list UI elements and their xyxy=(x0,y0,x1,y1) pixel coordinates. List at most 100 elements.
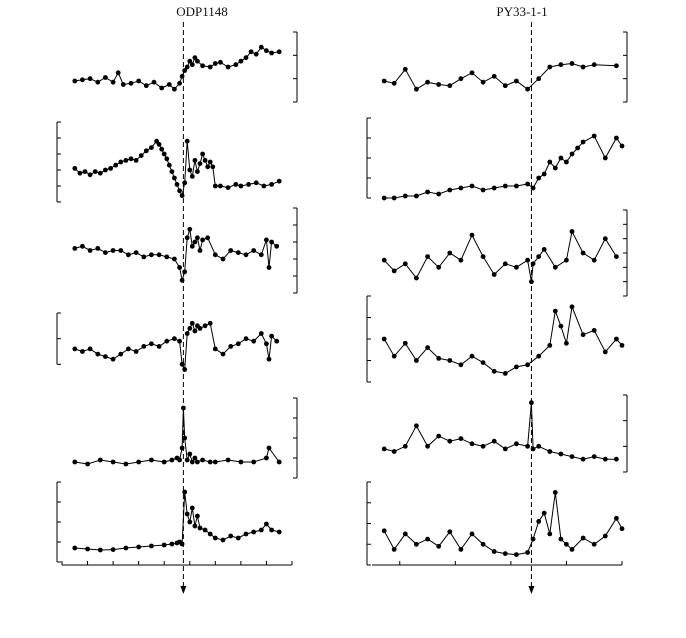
data-point xyxy=(182,435,188,441)
data-point xyxy=(502,183,508,189)
data-point xyxy=(447,187,453,193)
data-point xyxy=(181,405,186,411)
data-point xyxy=(149,543,154,549)
data-point xyxy=(128,80,134,86)
data-point xyxy=(103,75,108,80)
data-point xyxy=(200,457,206,463)
chart-py33-1-1: PY33-1-1 xyxy=(366,4,628,594)
data-point xyxy=(614,254,619,259)
data-point xyxy=(95,246,101,251)
data-point xyxy=(225,185,231,191)
data-point xyxy=(189,505,195,511)
data-point xyxy=(136,78,142,84)
data-point xyxy=(192,328,198,334)
data-point xyxy=(425,345,430,350)
data-point xyxy=(189,320,195,326)
data-point xyxy=(192,158,198,163)
data-point xyxy=(120,82,126,87)
data-point xyxy=(195,58,200,64)
data-point xyxy=(184,138,190,144)
data-point xyxy=(502,371,508,376)
data-point xyxy=(619,343,625,348)
data-point xyxy=(258,44,264,50)
data-point xyxy=(177,80,183,86)
data-point xyxy=(469,183,475,189)
data-point xyxy=(172,175,177,181)
data-point xyxy=(436,356,442,361)
data-point xyxy=(391,449,397,454)
data-point xyxy=(529,279,534,285)
data-point xyxy=(251,338,257,344)
data-point xyxy=(195,459,200,465)
data-point xyxy=(177,188,183,194)
data-point xyxy=(436,264,442,270)
data-point xyxy=(195,513,200,519)
data-point xyxy=(536,353,542,359)
data-point xyxy=(133,250,139,256)
data-point xyxy=(552,165,558,171)
data-point xyxy=(103,250,108,256)
series-line xyxy=(74,46,280,90)
data-point xyxy=(169,457,175,463)
data-point xyxy=(480,187,486,193)
data-point xyxy=(85,461,90,467)
data-point xyxy=(436,82,442,87)
data-point xyxy=(602,456,608,462)
series-line xyxy=(383,492,623,556)
data-point xyxy=(161,151,167,157)
data-point xyxy=(200,63,206,69)
data-point xyxy=(564,340,569,346)
data-point xyxy=(87,346,93,352)
boundary-arrow xyxy=(180,586,187,594)
data-point xyxy=(269,527,274,533)
chart-title: PY33-1-1 xyxy=(496,4,547,19)
data-point xyxy=(243,252,249,258)
data-point xyxy=(251,459,257,465)
data-point xyxy=(269,182,274,187)
data-point xyxy=(197,326,203,331)
data-point xyxy=(103,167,108,173)
data-point xyxy=(187,326,193,331)
data-point xyxy=(558,451,564,457)
data-point xyxy=(97,457,103,463)
data-point xyxy=(177,457,183,463)
data-point xyxy=(425,536,430,542)
data-point xyxy=(480,443,486,449)
data-point xyxy=(469,232,475,238)
data-point xyxy=(536,254,542,259)
data-point xyxy=(85,546,90,552)
data-point xyxy=(72,246,78,251)
data-point xyxy=(172,86,177,92)
data-point xyxy=(149,145,154,151)
data-point xyxy=(381,446,387,452)
data-point xyxy=(619,143,625,149)
data-point xyxy=(80,349,85,354)
data-point xyxy=(391,353,397,359)
data-point xyxy=(614,135,619,141)
data-point xyxy=(258,331,264,336)
data-point xyxy=(458,436,464,441)
data-point xyxy=(480,360,486,365)
data-point xyxy=(182,489,188,495)
data-point xyxy=(614,63,619,69)
data-point xyxy=(87,172,93,178)
data-point xyxy=(514,264,519,270)
data-point xyxy=(174,182,180,187)
data-point xyxy=(179,361,185,367)
data-point xyxy=(123,158,129,163)
data-point xyxy=(80,77,85,83)
data-point xyxy=(425,254,430,259)
data-point xyxy=(197,525,203,531)
data-point xyxy=(591,133,597,139)
data-point xyxy=(125,252,131,258)
data-point xyxy=(218,59,223,65)
data-point xyxy=(95,79,101,85)
data-point xyxy=(547,531,553,537)
data-point xyxy=(514,441,519,447)
data-point xyxy=(491,368,497,374)
data-point xyxy=(184,235,190,241)
data-point xyxy=(189,174,195,179)
data-point xyxy=(502,446,508,452)
data-point xyxy=(72,78,78,84)
data-point xyxy=(425,443,430,449)
